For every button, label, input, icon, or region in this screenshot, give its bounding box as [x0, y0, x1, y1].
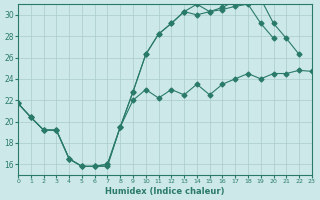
X-axis label: Humidex (Indice chaleur): Humidex (Indice chaleur) [105, 187, 225, 196]
